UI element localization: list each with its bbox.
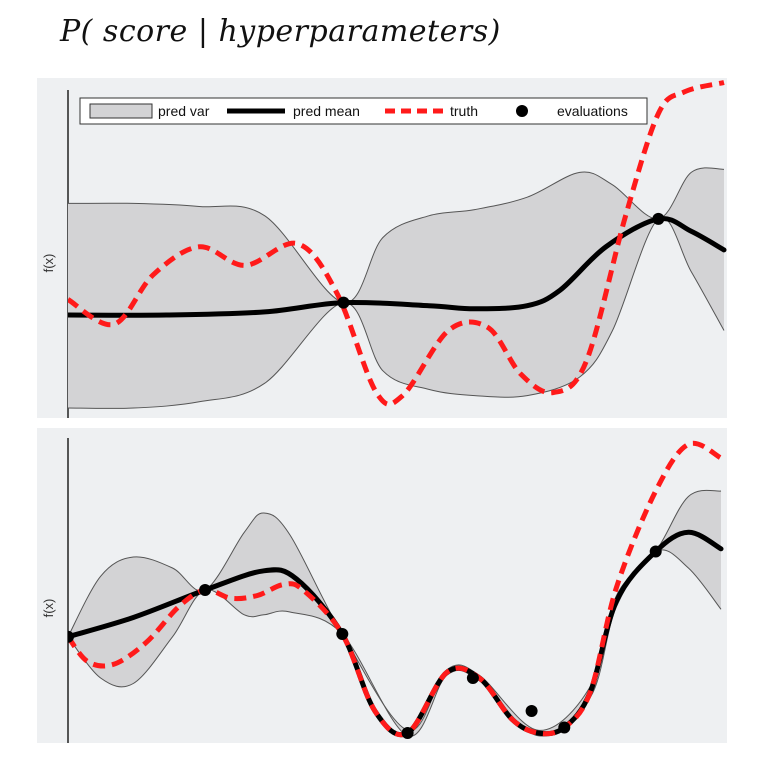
legend-pred-mean-label: pred mean <box>293 103 360 119</box>
legend-evaluations-marker <box>516 105 528 117</box>
legend-pred-var-swatch <box>89 103 153 119</box>
bottom-y-axis-label: f(x) <box>41 599 56 618</box>
top-panel: f(x) pred var pred mean truth evaluation… <box>37 78 727 418</box>
bottom-evaluation-point-5 <box>466 672 479 684</box>
legend: pred var pred mean truth evaluations <box>79 97 648 125</box>
top-y-axis-label: f(x) <box>41 254 56 273</box>
bottom-evaluation-point-8 <box>649 545 662 558</box>
bottom-evaluation-point-6 <box>525 705 538 717</box>
gp-figure: f(x) pred var pred mean truth evaluation… <box>37 78 727 743</box>
page-title: P( score | hyperparameters) <box>60 14 501 49</box>
top-evaluation-point-2 <box>652 212 665 225</box>
bottom-evaluation-point-4 <box>401 727 414 739</box>
top-pred-var-band <box>68 167 724 409</box>
top-evaluation-point-1 <box>337 296 350 309</box>
bottom-plot-area <box>68 440 724 739</box>
top-pred-var-upper-edge <box>68 167 725 304</box>
top-truth-line <box>68 80 725 407</box>
legend-box <box>79 97 648 125</box>
bottom-evaluation-point-3 <box>336 628 349 640</box>
legend-evaluations-label: evaluations <box>557 103 628 119</box>
bottom-panel: f(x) <box>37 428 727 743</box>
bottom-truth-line <box>68 440 723 738</box>
bottom-evaluation-point-2 <box>199 584 212 596</box>
top-plot-area <box>68 80 727 409</box>
bottom-evaluation-point-7 <box>558 721 571 734</box>
legend-truth-label: truth <box>450 103 478 119</box>
bottom-evaluation-point-1 <box>68 630 74 643</box>
legend-pred-var-label: pred var <box>158 103 210 119</box>
